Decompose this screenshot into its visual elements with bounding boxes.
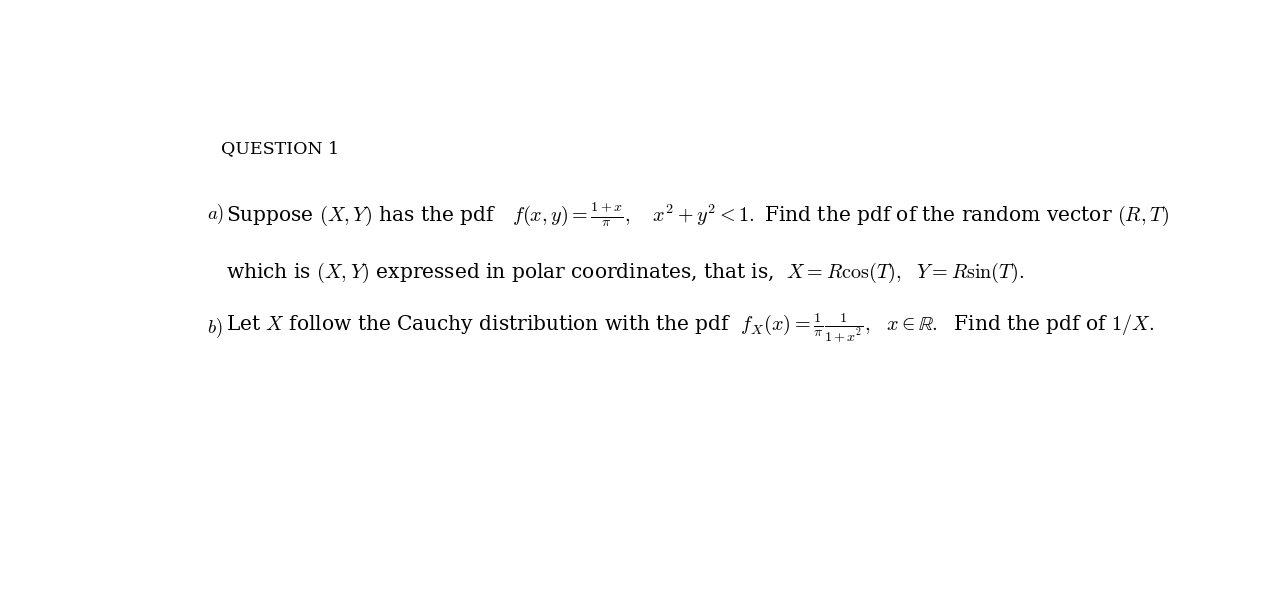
Text: Let $X$ follow the Cauchy distribution with the pdf  $f_X(x) = \frac{1}{\pi}\fra: Let $X$ follow the Cauchy distribution w… — [227, 312, 1154, 345]
Text: $\mathit{a)}$: $\mathit{a)}$ — [206, 203, 224, 226]
Text: which is $(X, Y)$ expressed in polar coordinates, that is,  $X = R\cos(T),\ \ Y : which is $(X, Y)$ expressed in polar coo… — [227, 261, 1024, 285]
Text: Suppose $(X, Y)$ has the pdf   $f(x, y) = \frac{1+x}{\pi},$   $x^2 + y^2 < 1.$ F: Suppose $(X, Y)$ has the pdf $f(x, y) = … — [227, 200, 1170, 228]
Text: QUESTION 1: QUESTION 1 — [222, 140, 340, 157]
Text: $\mathit{b)}$: $\mathit{b)}$ — [206, 316, 222, 340]
